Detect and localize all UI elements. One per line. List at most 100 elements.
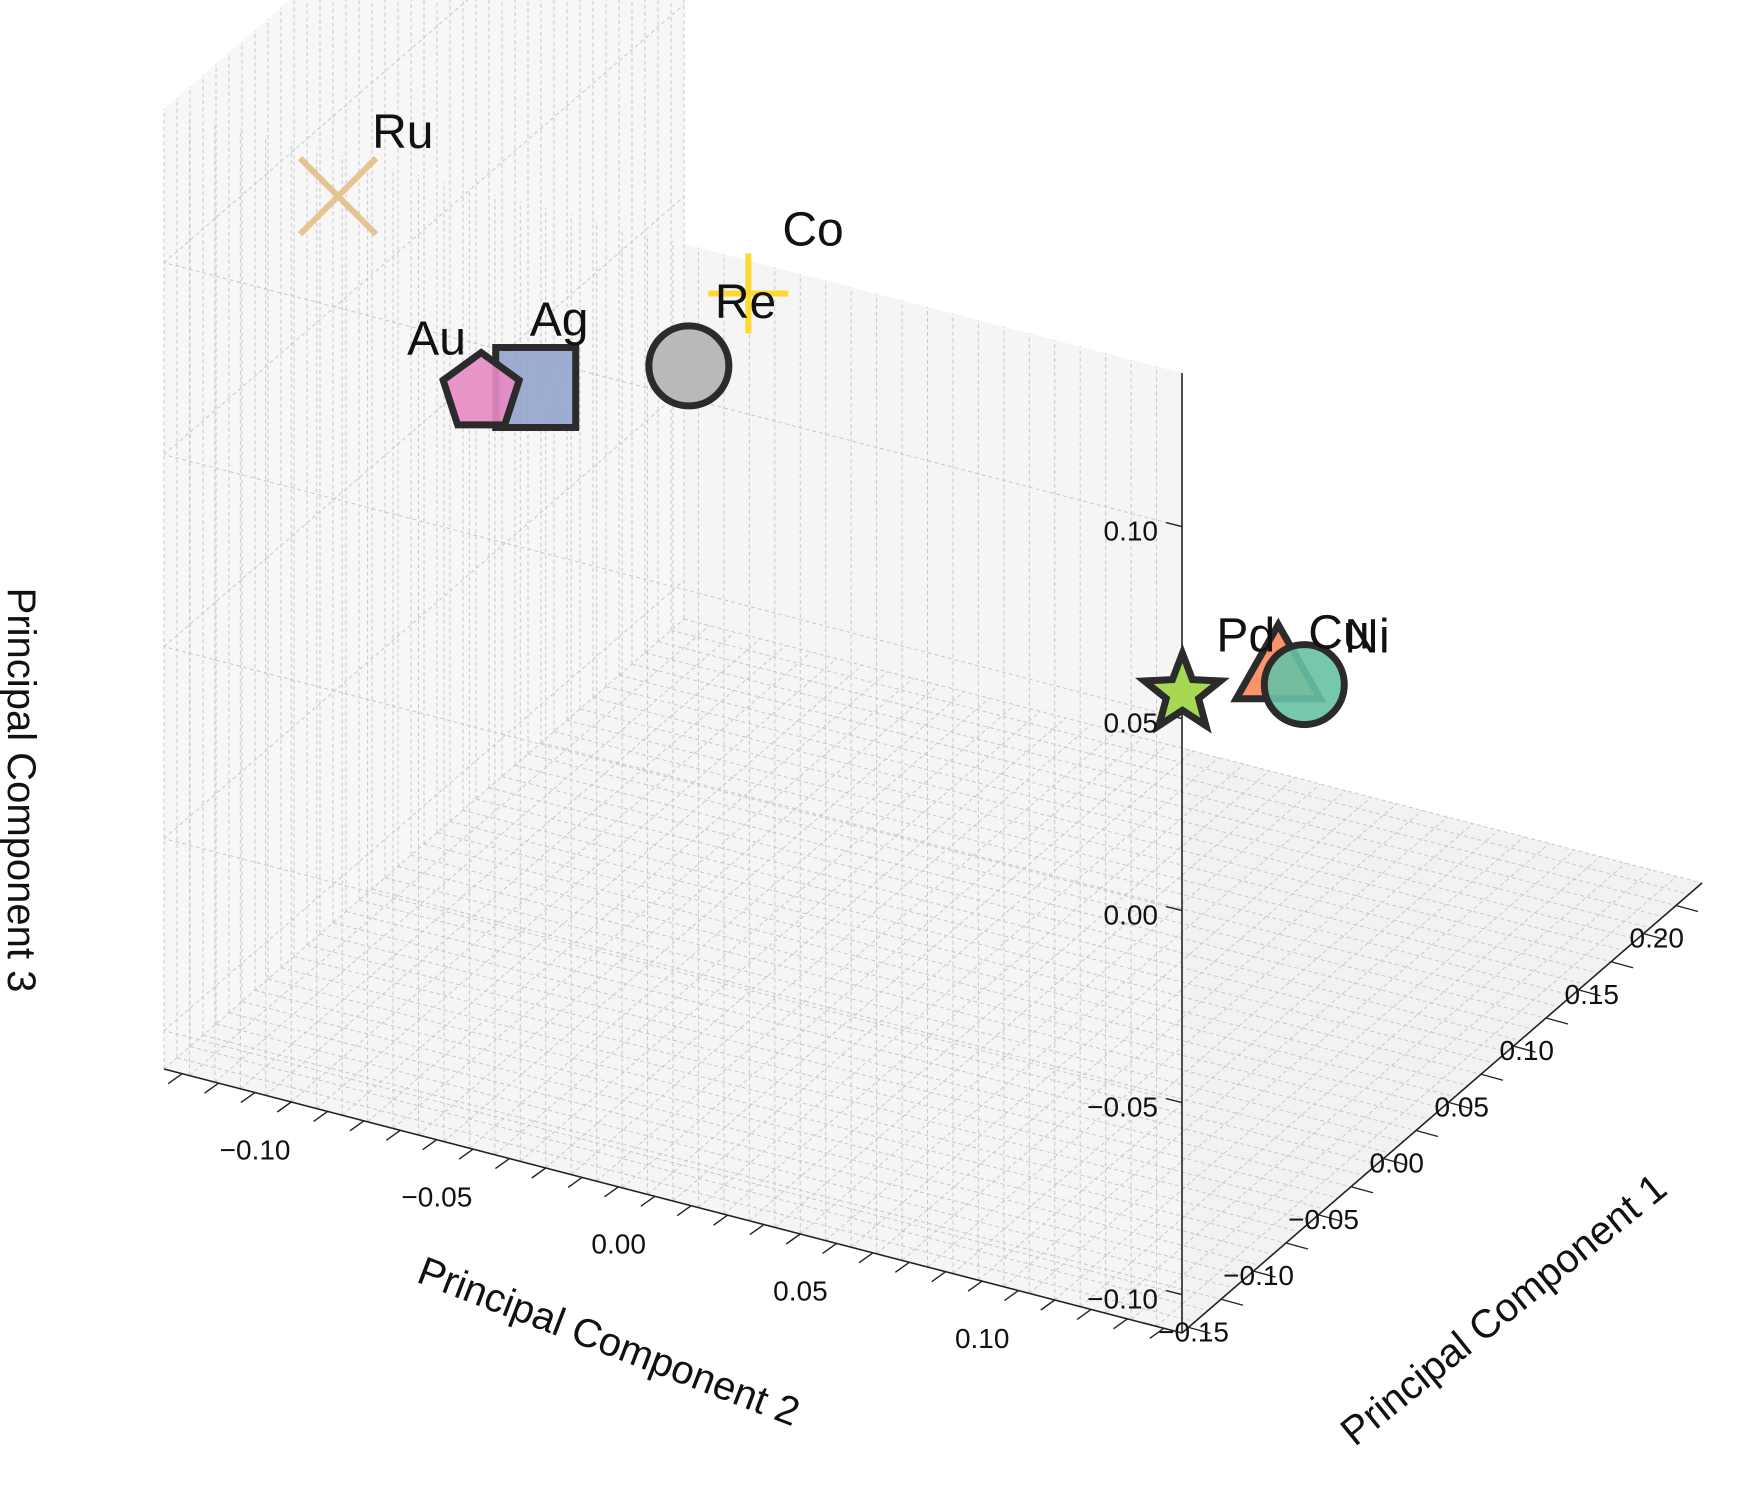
floor-grid-line [436, 832, 1456, 1098]
tick-label: 0.10 [1104, 516, 1159, 547]
tick-mark [1165, 1289, 1183, 1296]
tick-mark [894, 1261, 910, 1273]
tick-mark [1165, 1097, 1183, 1104]
data-markers [297, 156, 1348, 734]
floor-grid-line [723, 763, 1245, 1215]
tick-label: 0.15 [1565, 979, 1620, 1010]
side-grid-line [163, 196, 685, 647]
floor-grid-line [927, 816, 1448, 1268]
tick-mark [1610, 961, 1634, 969]
tick-mark [458, 1148, 474, 1160]
floor-grid-line [527, 753, 1547, 1019]
floor-grid-line [267, 978, 1287, 1244]
tick-mark [494, 1158, 510, 1170]
tick-mark [1220, 1298, 1244, 1306]
marker-circle [1260, 641, 1348, 729]
floor-grid-line [978, 829, 1499, 1281]
tick-mark [1165, 521, 1183, 528]
point-label-ag: Ag [530, 294, 589, 347]
floor-grid-line [901, 810, 1423, 1261]
tick-mark [1285, 1242, 1309, 1250]
floor-grid-line [825, 790, 1347, 1241]
floor-grid-line [749, 770, 1270, 1222]
floor-grid-line [241, 1001, 1261, 1266]
floor-grid-line [290, 651, 812, 1103]
floor-grid-line [488, 787, 1508, 1053]
back-grid-line [163, 1030, 1183, 1296]
floor-grid-line [876, 803, 1397, 1255]
marker-x-stroke [297, 156, 379, 237]
marker-star [1135, 643, 1230, 734]
floor-grid-line [566, 719, 1586, 985]
axis-lines [163, 373, 1703, 1334]
tick-mark [385, 1129, 401, 1141]
tick-label: −0.15 [1158, 1316, 1229, 1347]
floor-grid-line [683, 618, 1703, 884]
tick-mark [313, 1110, 329, 1122]
point-label-pd: Pd [1216, 609, 1275, 662]
tick-label: −0.10 [220, 1134, 291, 1165]
marker-plus [708, 253, 789, 334]
grid-lines [163, 0, 1703, 1334]
tick-mark [1113, 1318, 1128, 1330]
x-axis-line [1181, 882, 1703, 1334]
floor-grid-line [657, 641, 1677, 906]
x-axis-label: Principal Component 1 [1333, 1165, 1675, 1454]
tick-mark [1003, 1290, 1019, 1302]
floor-grid-line [1156, 876, 1677, 1327]
tick-mark [531, 1167, 547, 1179]
tick-label: −0.05 [401, 1181, 472, 1212]
tick-mark [1480, 1073, 1504, 1081]
floor-grid-line [475, 798, 1495, 1064]
floor-grid-line [384, 877, 1404, 1143]
axis-ticks [167, 521, 1699, 1339]
tick-mark [1188, 1326, 1211, 1335]
tick-mark [1040, 1299, 1056, 1311]
point-label-au: Au [407, 313, 466, 366]
floor-grid-line [553, 731, 1573, 996]
floor-grid-line [494, 704, 1016, 1156]
tick-label: 0.10 [955, 1323, 1010, 1354]
floor-grid-line [392, 678, 914, 1129]
tick-mark [785, 1233, 801, 1245]
tick-label: −0.10 [1087, 1284, 1158, 1315]
floor-grid-line [631, 663, 1651, 929]
tick-mark [931, 1271, 947, 1283]
floor-grid-line [1105, 862, 1626, 1314]
floor-grid-line [672, 750, 1194, 1202]
tick-mark [204, 1082, 219, 1094]
tick-mark [1383, 1157, 1406, 1166]
tick-mark [1643, 932, 1666, 941]
floor-grid-line [449, 821, 1469, 1086]
tick-mark [1415, 1129, 1439, 1138]
floor-grid-line [621, 737, 1143, 1189]
floor-grid-line [1003, 836, 1525, 1288]
floor-grid-line [579, 708, 1599, 974]
tick-mark [640, 1195, 656, 1207]
z-axis-label: Principal Component 3 [0, 588, 43, 993]
floor-grid-line [1130, 869, 1652, 1321]
tick-label: 0.20 [1630, 923, 1685, 954]
axis-panes [164, 0, 1702, 1333]
tick-mark [1513, 1045, 1536, 1053]
tick-mark [1318, 1214, 1341, 1222]
tick-label: 0.05 [773, 1276, 828, 1307]
floor-grid-line [519, 711, 1041, 1162]
tick-label: −0.05 [1087, 1092, 1158, 1123]
tick-mark [822, 1242, 838, 1254]
y-axis-line [163, 1068, 1183, 1334]
floor-grid-line [799, 783, 1321, 1235]
tick-mark [422, 1139, 438, 1151]
tick-mark [713, 1214, 728, 1226]
back-grid-line [163, 838, 1183, 1104]
tick-mark [604, 1186, 619, 1198]
floor-grid-line [592, 697, 1612, 963]
tick-mark [1253, 1270, 1276, 1278]
tick-mark [1076, 1308, 1092, 1320]
floor-grid-line [410, 854, 1430, 1120]
floor-grid-line [215, 1023, 1235, 1289]
tick-label: 0.00 [591, 1229, 646, 1260]
floor-grid-line [462, 809, 1482, 1075]
y-axis-label: Principal Component 2 [412, 1249, 806, 1435]
